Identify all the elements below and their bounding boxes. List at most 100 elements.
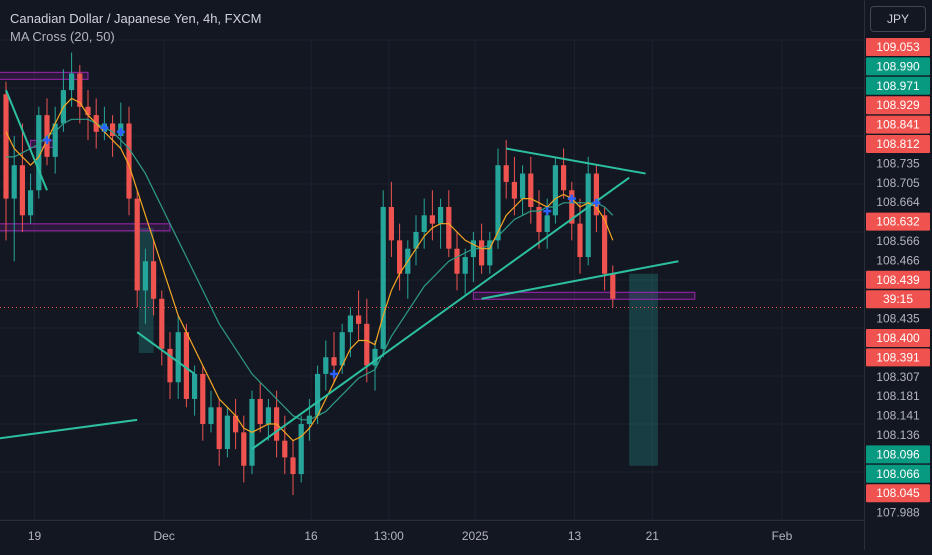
candle-down: [446, 206, 452, 249]
candle-down: [479, 240, 485, 266]
price-label-badge: [866, 484, 930, 503]
price-scale-label: 108.812: [876, 137, 920, 151]
trendline[interactable]: [5, 89, 48, 191]
price-scale-label: 108.400: [876, 331, 920, 345]
time-axis[interactable]: 19 Dec 16 13:00 2025 13 21 Feb: [0, 520, 864, 550]
support-resistance-zone[interactable]: [0, 71, 89, 80]
candle-up: [339, 332, 345, 366]
candle-up: [380, 206, 386, 349]
time-axis-label: 16: [304, 529, 318, 543]
symbol-title: Canadian Dollar / Japanese Yen, 4h, FXCM: [10, 11, 262, 26]
ma-slow-line: [6, 118, 614, 421]
price-scale-label: 108.045: [876, 486, 920, 500]
candle-down: [167, 348, 173, 383]
candle-up: [28, 190, 34, 216]
candle-up: [520, 173, 526, 199]
price-scale-label: 108.971: [876, 79, 920, 93]
price-scale[interactable]: 109.053 108.990 108.971 108.929 108.841 108.8…: [864, 0, 932, 550]
price-label-badge: [866, 57, 930, 76]
candle-up: [462, 257, 468, 274]
trendline[interactable]: [481, 260, 679, 300]
candle-down: [593, 173, 599, 216]
candle-down: [364, 323, 370, 366]
price-scale-label: 108.096: [876, 447, 920, 461]
price-label-badge: [866, 329, 930, 347]
candle-down: [233, 415, 239, 433]
trendline[interactable]: [251, 176, 630, 450]
candle-up: [224, 415, 230, 450]
ma-cross-marker: [330, 369, 338, 378]
price-label-badge: [866, 115, 930, 134]
candle-down: [503, 165, 509, 182]
candle-up: [544, 215, 550, 232]
price-scale-label: 108.566: [876, 234, 920, 248]
price-scale-label: 108.841: [876, 118, 920, 132]
candle-down: [257, 398, 263, 424]
candle-down: [356, 315, 362, 324]
time-axis-label: 2025: [462, 529, 489, 543]
candle-down: [151, 261, 157, 299]
candle-down: [110, 123, 116, 136]
candle-down: [569, 190, 575, 224]
candle-down: [3, 94, 9, 199]
price-scale-label: 108.439: [876, 273, 920, 287]
ma-cross-marker: [592, 198, 601, 207]
candle-up: [192, 373, 198, 399]
candle-down: [561, 165, 567, 191]
currency-button[interactable]: JPY: [870, 6, 926, 32]
candle-down: [183, 332, 189, 399]
price-label-badge: [866, 290, 930, 309]
candle-down: [577, 223, 583, 258]
candle-up: [413, 232, 419, 249]
candle-down: [454, 248, 460, 274]
price-scale-label: 108.391: [876, 350, 920, 364]
indicator-label[interactable]: MA Cross (20, 50): [10, 29, 115, 44]
candle-up: [495, 165, 501, 241]
price-label-badge: [866, 464, 930, 483]
time-axis-label: Dec: [153, 529, 174, 543]
candle-up: [69, 73, 75, 91]
support-resistance-zone[interactable]: [0, 223, 171, 232]
trendline[interactable]: [136, 331, 196, 375]
candle-down: [528, 173, 534, 207]
candle-up: [36, 115, 42, 191]
support-resistance-zone[interactable]: [472, 291, 696, 300]
time-axis-label: 21: [646, 529, 660, 543]
price-scale-label: 108.141: [876, 409, 920, 423]
price-scale-label: 108.705: [876, 176, 920, 190]
price-scale-label: 39:15: [883, 292, 913, 306]
price-scale-label: 108.735: [876, 156, 920, 170]
price-scale-label: 108.307: [876, 370, 920, 384]
price-scale-label: 108.066: [876, 467, 920, 481]
candle-down: [429, 215, 435, 224]
time-axis-label: Feb: [772, 529, 793, 543]
candle-down: [331, 357, 337, 366]
candle-up: [52, 123, 58, 157]
candle-down: [126, 123, 132, 199]
candle-up: [208, 407, 214, 424]
candle-up: [585, 173, 591, 258]
trendline[interactable]: [0, 418, 138, 441]
candle-up: [175, 332, 181, 383]
short-position-box[interactable]: [629, 273, 658, 466]
price-scale-label: 108.632: [876, 215, 920, 229]
time-axis-label: 19: [28, 529, 42, 543]
short-position-box-target-zone: [629, 273, 658, 466]
ma-cross-marker: [116, 127, 125, 136]
price-label-badge: [866, 212, 930, 231]
candle-down: [290, 457, 296, 475]
price-label-badge: [866, 445, 930, 464]
price-scale-label: 108.435: [876, 312, 920, 326]
ma-cross-marker: [100, 123, 109, 132]
candle-down: [85, 106, 91, 116]
price-scale-label: 107.988: [876, 506, 920, 520]
candle-down: [536, 206, 542, 232]
trendline[interactable]: [506, 147, 646, 175]
candle-up: [298, 424, 304, 475]
time-axis-background: [0, 520, 864, 550]
ma-cross-marker: [43, 136, 51, 145]
ma-cross-marker: [543, 207, 552, 216]
price-label-badge: [866, 38, 930, 56]
